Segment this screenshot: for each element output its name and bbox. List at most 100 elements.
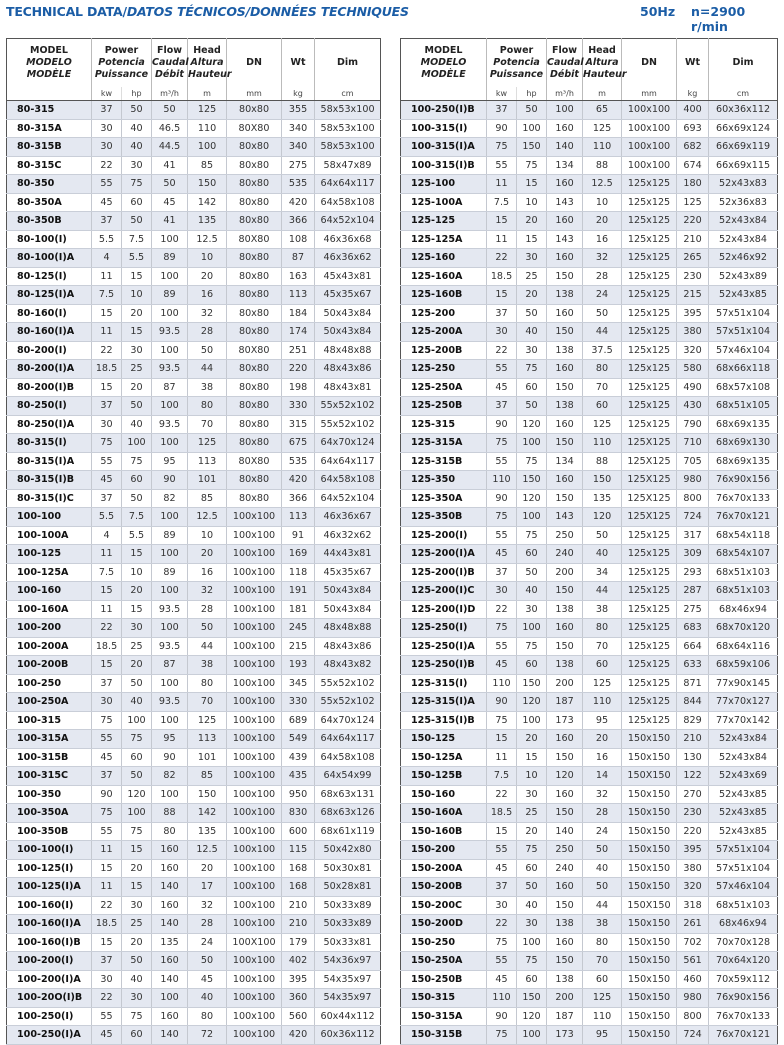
cell-model: 125-315(I)B: [400, 711, 487, 730]
table-row: 125-250B 37 50 138 60 125x125 430 68x51x105: [400, 396, 778, 416]
cell-kw: 75: [91, 803, 122, 823]
model-label: MODEL: [424, 45, 463, 56]
cell-dn: 150x150: [621, 933, 677, 952]
cell-kw: 30: [91, 137, 122, 157]
cell-flow: 200: [546, 563, 583, 582]
cell-hp: 7.5: [120, 230, 152, 249]
cell-wt: 460: [676, 970, 709, 989]
cell-hp: 120: [515, 692, 547, 712]
cell-hp: 75: [120, 452, 152, 471]
cell-dim: 68x46x94: [708, 600, 778, 619]
model-label-fr: MODÈLE: [421, 69, 466, 80]
table-row: 150-250 75 100 160 80 150x150 702 70x70x128: [400, 933, 778, 952]
cell-head: 101: [187, 470, 227, 490]
cell-model: 100-100(I): [6, 840, 92, 860]
cell-kw: 15: [91, 933, 122, 952]
power-label-es: Potencia: [98, 57, 145, 68]
cell-dn: 100x100: [226, 840, 282, 860]
cell-flow: 140: [151, 877, 188, 897]
header-row: MODEL MODELO MODÈLE Power Potencia Puissance F…: [7, 38, 381, 88]
cell-head: 14: [582, 766, 622, 786]
dim-header: Dim: [708, 38, 778, 87]
cell-wt: 245: [281, 618, 315, 638]
model-header: MODEL MODELO MODÈLE: [7, 39, 92, 88]
cell-dn: 125x125: [621, 230, 677, 249]
cell-model: 100-125(I)A: [6, 877, 92, 897]
cell-model: 80-250(I)A: [6, 415, 92, 434]
cell-hp: 50: [120, 211, 152, 231]
cell-dim: 50x30x81: [314, 859, 381, 878]
cell-kw: 11: [486, 748, 517, 767]
cell-dn: 80x80: [226, 470, 282, 490]
cell-model: 150-125: [400, 729, 487, 749]
cell-flow: 143: [546, 230, 583, 249]
flow-label: Flow: [551, 45, 578, 56]
cell-dn: 100x100: [226, 729, 282, 749]
table-row: 80-315(I) 75 100 100 125 80x80 675 64x70x124: [6, 433, 381, 453]
cell-kw: 55: [486, 526, 517, 545]
cell-dn: 125x125: [621, 211, 677, 231]
cell-kw: 37: [91, 396, 122, 416]
cell-wt: 355: [281, 100, 315, 120]
head-label-fr: Hauteur: [188, 69, 232, 80]
cell-flow: 160: [546, 119, 583, 138]
cell-dn: 150x150: [621, 840, 677, 860]
cell-model: 80-350B: [6, 211, 92, 231]
cell-kw: 55: [91, 729, 122, 749]
cell-kw: 110: [486, 470, 517, 490]
cell-head: 110: [582, 137, 622, 157]
power-label-fr: Puissance: [489, 69, 544, 80]
cell-model: 80-315(I): [6, 433, 92, 453]
table-row: 80-125(I)A 7.5 10 89 16 80x80 113 45x35x67: [6, 285, 381, 305]
cell-model: 125-160: [400, 248, 487, 268]
dn-header: DN: [621, 38, 677, 87]
unit-head: m: [187, 87, 227, 101]
cell-dim: 57x46x104: [708, 341, 778, 360]
cell-kw: 90: [486, 489, 517, 508]
table-row: 100-250(I) 55 75 160 80 100x100 560 60x44x112: [6, 1007, 381, 1026]
table-row: 100-350A 75 100 88 142 100x100 830 68x63x126: [6, 803, 381, 823]
cell-model: 150-315B: [400, 1025, 487, 1045]
table-row: 100-250(I)A 45 60 140 72 100x100 420 60x36x112: [6, 1025, 381, 1045]
cell-head: 45: [187, 970, 227, 989]
cell-head: 32: [582, 785, 622, 804]
cell-model: 100-200(I)A: [6, 970, 92, 989]
cell-model: 100-350A: [6, 803, 92, 823]
cell-flow: 100: [151, 267, 188, 286]
cell-hp: 15: [120, 840, 152, 860]
table-row: 125-125 15 20 160 20 125x125 220 52x43x84: [400, 211, 778, 231]
cell-dim: 57x51x104: [708, 304, 778, 323]
cell-head: 37.5: [582, 341, 622, 360]
cell-wt: 191: [281, 581, 315, 601]
cell-dn: 100x100: [226, 563, 282, 582]
cell-dn: 100x100: [226, 1025, 282, 1045]
cell-kw: 22: [91, 341, 122, 360]
cell-wt: 366: [281, 211, 315, 231]
cell-kw: 45: [91, 1025, 122, 1045]
cell-dim: 50x33x89: [314, 914, 381, 934]
cell-kw: 22: [486, 600, 517, 619]
cell-head: 44: [187, 359, 227, 379]
cell-dim: 64x64x117: [314, 452, 381, 471]
cell-kw: 37: [91, 674, 122, 693]
cell-flow: 160: [151, 896, 188, 915]
cell-head: 50: [582, 840, 622, 860]
cell-wt: 180: [676, 174, 709, 194]
cell-head: 12.5: [187, 507, 227, 527]
cell-hp: 50: [515, 877, 547, 897]
cell-wt: 115: [281, 840, 315, 860]
cell-hp: 50: [120, 100, 152, 120]
cell-dim: 64x58x108: [314, 470, 381, 490]
power-label-es: Potencia: [493, 57, 540, 68]
cell-dim: 48x48x88: [314, 341, 381, 360]
cell-wt: 400: [676, 100, 709, 120]
cell-dim: 54x35x97: [314, 970, 381, 989]
cell-dim: 64x52x104: [314, 489, 381, 508]
cell-hp: 120: [515, 1007, 547, 1026]
cell-dn: 100x100: [226, 951, 282, 971]
cell-model: 150-160: [400, 785, 487, 804]
cell-flow: 150: [546, 748, 583, 767]
spec-table-left: MODEL MODELO MODÈLE Power Potencia Puissance F…: [6, 38, 382, 1045]
cell-dim: 68x51x103: [708, 581, 778, 601]
cell-flow: 41: [151, 211, 188, 231]
